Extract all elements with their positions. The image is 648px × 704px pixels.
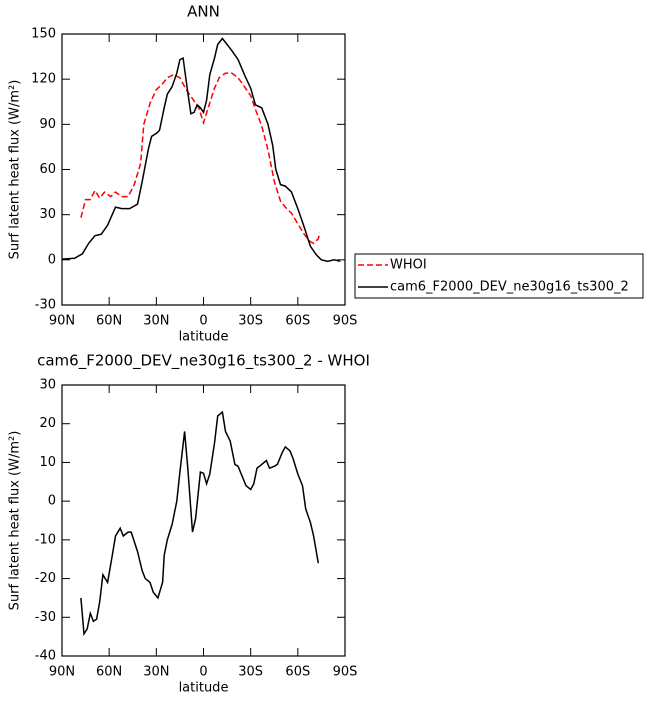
legend-label: cam6_F2000_DEV_ne30g16_ts300_2 [390, 280, 629, 295]
y-tick-label: -30 [35, 610, 56, 625]
x-tick-label: 90N [49, 314, 75, 329]
legend-box [354, 253, 644, 299]
x-tick-label: 0 [199, 314, 207, 329]
y-tick-label: -20 [35, 571, 56, 586]
y-tick-label: 120 [31, 72, 56, 87]
y-tick-label: -40 [35, 649, 56, 664]
x-tick-label: 60N [96, 665, 122, 680]
x-tick-label: 30S [238, 314, 263, 329]
x-tick-label: 60S [285, 665, 310, 680]
legend-label: WHOI [390, 258, 427, 273]
chart-title: ANN [187, 3, 220, 21]
x-tick-label: 30S [238, 665, 263, 680]
chart-title: cam6_F2000_DEV_ne30g16_ts300_2 - WHOI [37, 352, 370, 371]
x-tick-label: 90S [333, 665, 358, 680]
x-tick-label: 0 [199, 665, 207, 680]
series-line [61, 37, 341, 263]
y-tick-label: 60 [39, 162, 56, 177]
x-tick-label: 60N [96, 314, 122, 329]
y-tick-label: 20 [39, 416, 56, 431]
y-tick-label: 0 [48, 252, 56, 267]
x-axis-label: latitude [179, 681, 229, 696]
y-tick-label: -10 [35, 532, 56, 547]
y-tick-label: 0 [48, 494, 56, 509]
y-tick-label: 90 [39, 117, 56, 132]
y-tick-label: 10 [39, 455, 56, 470]
y-tick-label: 30 [39, 378, 56, 393]
x-tick-label: 90S [333, 314, 358, 329]
y-axis-label: Surf latent heat flux (W/m²) [8, 431, 23, 611]
x-axis-label: latitude [179, 330, 229, 345]
plot-frame [61, 384, 346, 657]
y-tick-label: -30 [35, 298, 56, 313]
x-tick-label: 90N [49, 665, 75, 680]
y-tick-label: 30 [39, 207, 56, 222]
x-tick-label: 30N [143, 314, 169, 329]
x-tick-label: 60S [285, 314, 310, 329]
x-tick-label: 30N [143, 665, 169, 680]
series-line [80, 72, 321, 245]
y-axis-label: Surf latent heat flux (W/m²) [8, 80, 23, 260]
plot-frame [61, 33, 346, 306]
series-line [80, 410, 320, 637]
y-tick-label: 150 [31, 27, 56, 42]
